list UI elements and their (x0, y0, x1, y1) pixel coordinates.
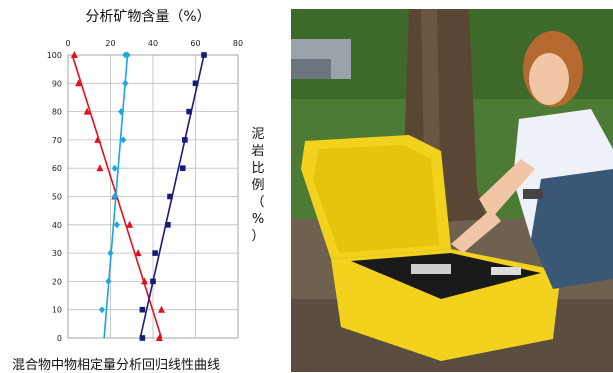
data-point (107, 249, 114, 257)
data-point (152, 250, 158, 256)
x-tick-label: 60 (190, 39, 200, 48)
data-point (134, 249, 142, 257)
data-point (113, 221, 120, 229)
data-point (158, 305, 165, 313)
y-axis-label-char: ） (251, 229, 264, 244)
data-point (111, 164, 118, 172)
photo-illustration (291, 9, 613, 372)
y-tick-label: 10 (52, 306, 62, 315)
data-point (182, 137, 188, 143)
data-point (75, 79, 83, 87)
data-point (139, 306, 146, 313)
data-point (94, 135, 102, 143)
data-point (186, 108, 192, 115)
data-point (201, 52, 207, 58)
data-point (96, 164, 104, 172)
y-axis-label-char: 泥 (251, 127, 264, 142)
data-point (155, 334, 163, 341)
plot-frame (67, 54, 239, 339)
data-point (165, 222, 171, 228)
y-tick-label: 70 (52, 136, 62, 145)
data-point (167, 193, 173, 200)
data-point (111, 193, 118, 200)
y-axis-label-char: （ (251, 195, 264, 210)
data-point (118, 108, 125, 116)
y-tick-label: 80 (52, 108, 62, 117)
y-tick-label: 100 (47, 51, 62, 60)
y-tick-label: 20 (52, 277, 62, 286)
data-point (99, 306, 105, 314)
data-point (105, 277, 112, 285)
data-point (126, 220, 134, 228)
chart-title: 分析矿物含量（%） (85, 9, 210, 25)
data-point (139, 335, 146, 341)
chart-panel: 分析矿物含量（%） 0 10 20 30 40 50 60 70 80 90 100 0 20 40 60 8… (0, 0, 287, 373)
y-axis-label-char: 例 (251, 178, 264, 193)
data-point (70, 51, 78, 58)
data-point (83, 107, 91, 115)
y-axis-label-char: % (252, 212, 264, 227)
x-tick-label: 40 (148, 39, 158, 48)
x-tick-label: 80 (233, 39, 243, 48)
data-point (120, 136, 127, 144)
y-tick-label: 0 (57, 334, 62, 343)
y-tick-label: 30 (52, 249, 62, 258)
data-point (141, 277, 148, 285)
data-point (122, 79, 129, 87)
data-point (179, 165, 186, 171)
y-tick-label: 90 (52, 79, 62, 88)
y-tick-label: 50 (52, 193, 62, 202)
data-point (150, 278, 156, 285)
chart-caption: 混合物中物相定量分析回归线性曲线 (12, 358, 221, 373)
y-axis-label-char: 岩 (251, 144, 264, 159)
y-tick-label: 60 (52, 164, 62, 173)
data-point (124, 51, 131, 59)
y-tick-label: 40 (52, 221, 62, 230)
data-point (192, 80, 199, 87)
x-tick-label: 20 (105, 39, 115, 48)
y-axis-label-char: 比 (251, 161, 264, 176)
field-photo (291, 9, 613, 372)
x-tick-label: 0 (65, 39, 70, 48)
